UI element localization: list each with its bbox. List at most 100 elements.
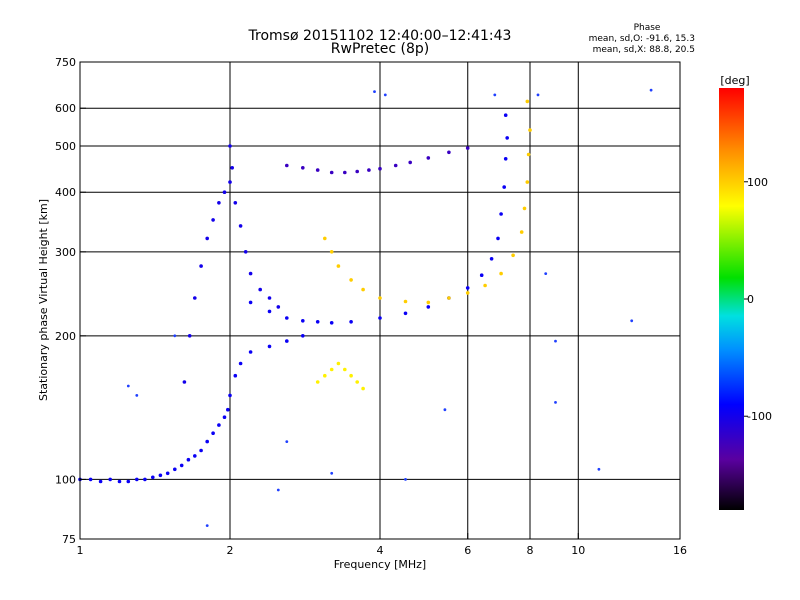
- echo-point: [173, 467, 177, 472]
- scattered-point: [597, 467, 601, 471]
- echo-point: [230, 166, 234, 170]
- echo-point: [179, 463, 184, 468]
- x-axis-label: Frequency [MHz]: [334, 558, 426, 571]
- echo-point: [393, 163, 398, 168]
- echo-point: [117, 479, 122, 484]
- echo-point: [143, 477, 147, 482]
- echo-point: [276, 305, 281, 309]
- echo-point: [193, 296, 197, 300]
- echo-point: [238, 224, 243, 228]
- echo-point: [355, 380, 360, 384]
- series-4: [323, 99, 532, 305]
- echo-point: [465, 291, 470, 295]
- echo-point: [526, 152, 531, 157]
- echo-point: [165, 471, 170, 476]
- echo-point: [222, 190, 227, 194]
- echo-point: [496, 236, 500, 241]
- echo-point: [205, 236, 209, 241]
- echo-point: [323, 236, 327, 241]
- y-tick-label: 750: [55, 56, 76, 69]
- echo-point: [211, 431, 215, 436]
- phase-colorbar: [719, 88, 744, 510]
- echo-point: [217, 423, 221, 427]
- x-tick-label: 2: [227, 544, 234, 557]
- y-axis-ticks: 75 100 200 300 400 500 600 750: [55, 56, 86, 546]
- y-tick-label: 100: [55, 473, 76, 486]
- echo-point: [349, 320, 353, 324]
- echo-point: [503, 157, 508, 161]
- echo-point: [228, 393, 232, 398]
- echo-point: [367, 168, 371, 172]
- echo-point: [285, 163, 289, 168]
- scattered-point: [554, 401, 557, 404]
- x-tick-label: 6: [464, 544, 471, 557]
- echo-point: [323, 373, 327, 378]
- scattered-point: [383, 93, 387, 97]
- echo-point: [465, 146, 470, 150]
- scattered-point: [536, 93, 540, 97]
- echo-point: [222, 415, 227, 420]
- echo-point: [158, 473, 163, 478]
- echo-point: [522, 206, 527, 211]
- series-2: [248, 113, 510, 325]
- scattered-point: [630, 319, 634, 323]
- scattered-point: [330, 471, 334, 475]
- echo-point: [315, 380, 320, 384]
- scattered-point: [544, 272, 548, 275]
- colorbar-ticks: -100 0 100: [744, 176, 772, 423]
- echo-point: [98, 479, 103, 484]
- scattered-point: [404, 478, 407, 481]
- echo-point: [329, 321, 334, 325]
- scattered-point: [554, 339, 557, 343]
- echo-point: [483, 283, 487, 288]
- echo-point: [182, 380, 187, 384]
- echo-point: [426, 156, 431, 160]
- echo-point: [193, 454, 197, 458]
- series-1: [182, 144, 281, 384]
- echo-point: [378, 296, 382, 300]
- echo-point: [447, 296, 451, 300]
- echo-point: [228, 180, 232, 184]
- echo-point: [88, 477, 93, 482]
- echo-point: [355, 169, 360, 174]
- x-tick-label: 10: [571, 544, 585, 557]
- y-tick-label: 75: [62, 533, 76, 546]
- series-5: [315, 361, 365, 391]
- echo-point: [226, 407, 230, 412]
- stats-heading: Phase: [634, 23, 661, 33]
- echo-point: [499, 271, 503, 276]
- scattered-point: [276, 488, 280, 492]
- echo-point: [499, 212, 503, 216]
- echo-point: [505, 136, 510, 140]
- y-tick-label: 300: [55, 246, 76, 259]
- echo-point: [349, 278, 353, 282]
- scattered-point: [493, 93, 497, 97]
- x-tick-label: 1: [77, 544, 84, 557]
- echo-point: [465, 286, 470, 290]
- echo-point: [525, 99, 530, 104]
- echo-point: [151, 475, 155, 480]
- scattered-point: [373, 90, 376, 93]
- echo-point: [267, 296, 272, 300]
- colorbar-tick-label: -100: [747, 410, 772, 423]
- echo-point: [378, 316, 382, 320]
- echo-point: [243, 250, 248, 254]
- echo-point: [248, 271, 253, 276]
- scattered-echoes: [126, 88, 653, 527]
- echo-points: [78, 88, 653, 527]
- stats-x-mode: mean, sd,X: 88.8, 20.5: [593, 45, 695, 55]
- echo-point: [519, 230, 524, 234]
- echo-point: [403, 311, 408, 316]
- echo-point: [329, 170, 334, 175]
- echo-point: [301, 319, 305, 323]
- echo-point: [285, 339, 289, 343]
- echo-point: [502, 185, 507, 189]
- echo-point: [343, 367, 347, 372]
- scattered-point: [205, 524, 209, 527]
- echo-point: [135, 477, 139, 482]
- echo-point: [258, 287, 263, 292]
- scattered-point: [135, 394, 139, 397]
- echo-point: [447, 150, 451, 155]
- y-tick-label: 200: [55, 330, 76, 343]
